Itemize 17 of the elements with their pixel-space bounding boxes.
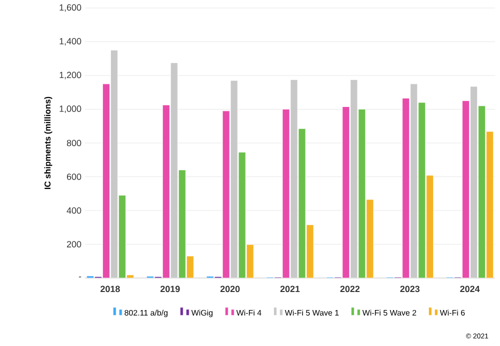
y-tick-label: 1,200: [60, 72, 82, 80]
y-tick-label: 1,600: [60, 4, 82, 12]
x-tick-label: 2020: [220, 286, 240, 292]
y-tick-label: 200: [66, 241, 82, 248]
y-tick-label: 400: [66, 207, 82, 214]
y-tick-label: 800: [66, 140, 82, 146]
y-axis-title: IC shipments (millions): [44, 96, 52, 190]
y-tick-label: 600: [66, 174, 82, 180]
y-tick-label: 1,400: [60, 38, 82, 46]
x-tick-label: 2021: [280, 286, 300, 292]
y-tick-label: 1,000: [60, 106, 82, 113]
x-tick-label: 2024: [460, 286, 480, 292]
x-tick-label: 2022: [340, 286, 360, 292]
y-tick-label: -: [78, 276, 82, 278]
x-tick-label: 2018: [100, 286, 120, 292]
x-tick-label: 2019: [160, 286, 180, 292]
x-tick-label: 2023: [400, 286, 420, 292]
